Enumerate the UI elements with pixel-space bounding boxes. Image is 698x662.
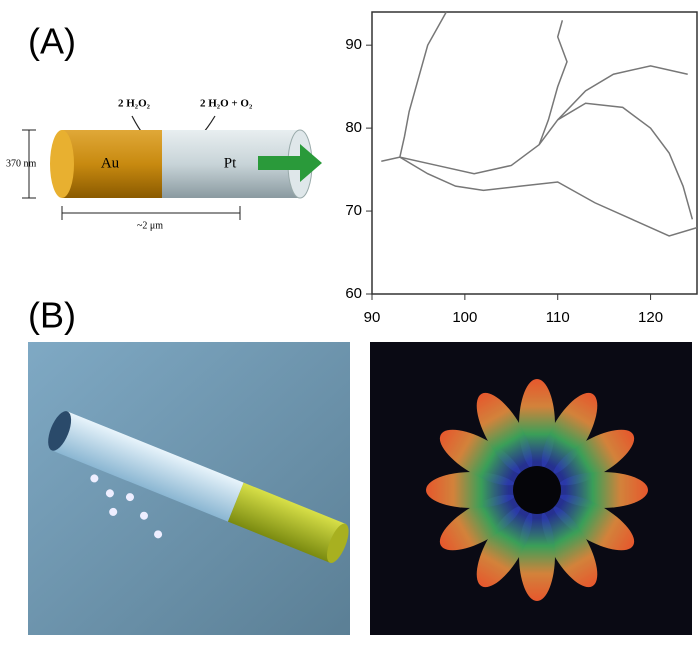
length-bracket <box>62 206 240 220</box>
plot-frame <box>372 12 697 294</box>
diameter-label: 370 nm <box>6 158 37 169</box>
x-tick-label: 90 <box>364 309 381 326</box>
trajectory <box>381 20 567 173</box>
pt-label: Pt <box>224 155 237 171</box>
figure: (A) (B) 2 H₂O₂ 2 H₂O + O₂ Au Pt 370 nm ~… <box>0 0 698 662</box>
y-tick-label: 90 <box>345 36 362 53</box>
y-tick-label: 80 <box>345 119 362 136</box>
y-tick-label: 60 <box>345 285 362 302</box>
trajectory <box>400 12 697 236</box>
panel-label: (A) <box>28 21 76 62</box>
reaction-in: 2 H₂O₂ <box>118 98 151 110</box>
x-tick-label: 120 <box>638 309 663 326</box>
length-label: ~2 μm <box>137 220 163 231</box>
trajectory <box>558 103 693 219</box>
x-tick-label: 100 <box>452 309 477 326</box>
reaction-out: 2 H₂O + O₂ <box>200 98 253 110</box>
y-tick-label: 70 <box>345 202 362 219</box>
au-label: Au <box>101 155 120 171</box>
x-tick-label: 110 <box>546 309 570 326</box>
rod-cap <box>50 130 74 198</box>
trajectory-plot <box>372 12 697 294</box>
panel-label: (B) <box>28 295 76 336</box>
